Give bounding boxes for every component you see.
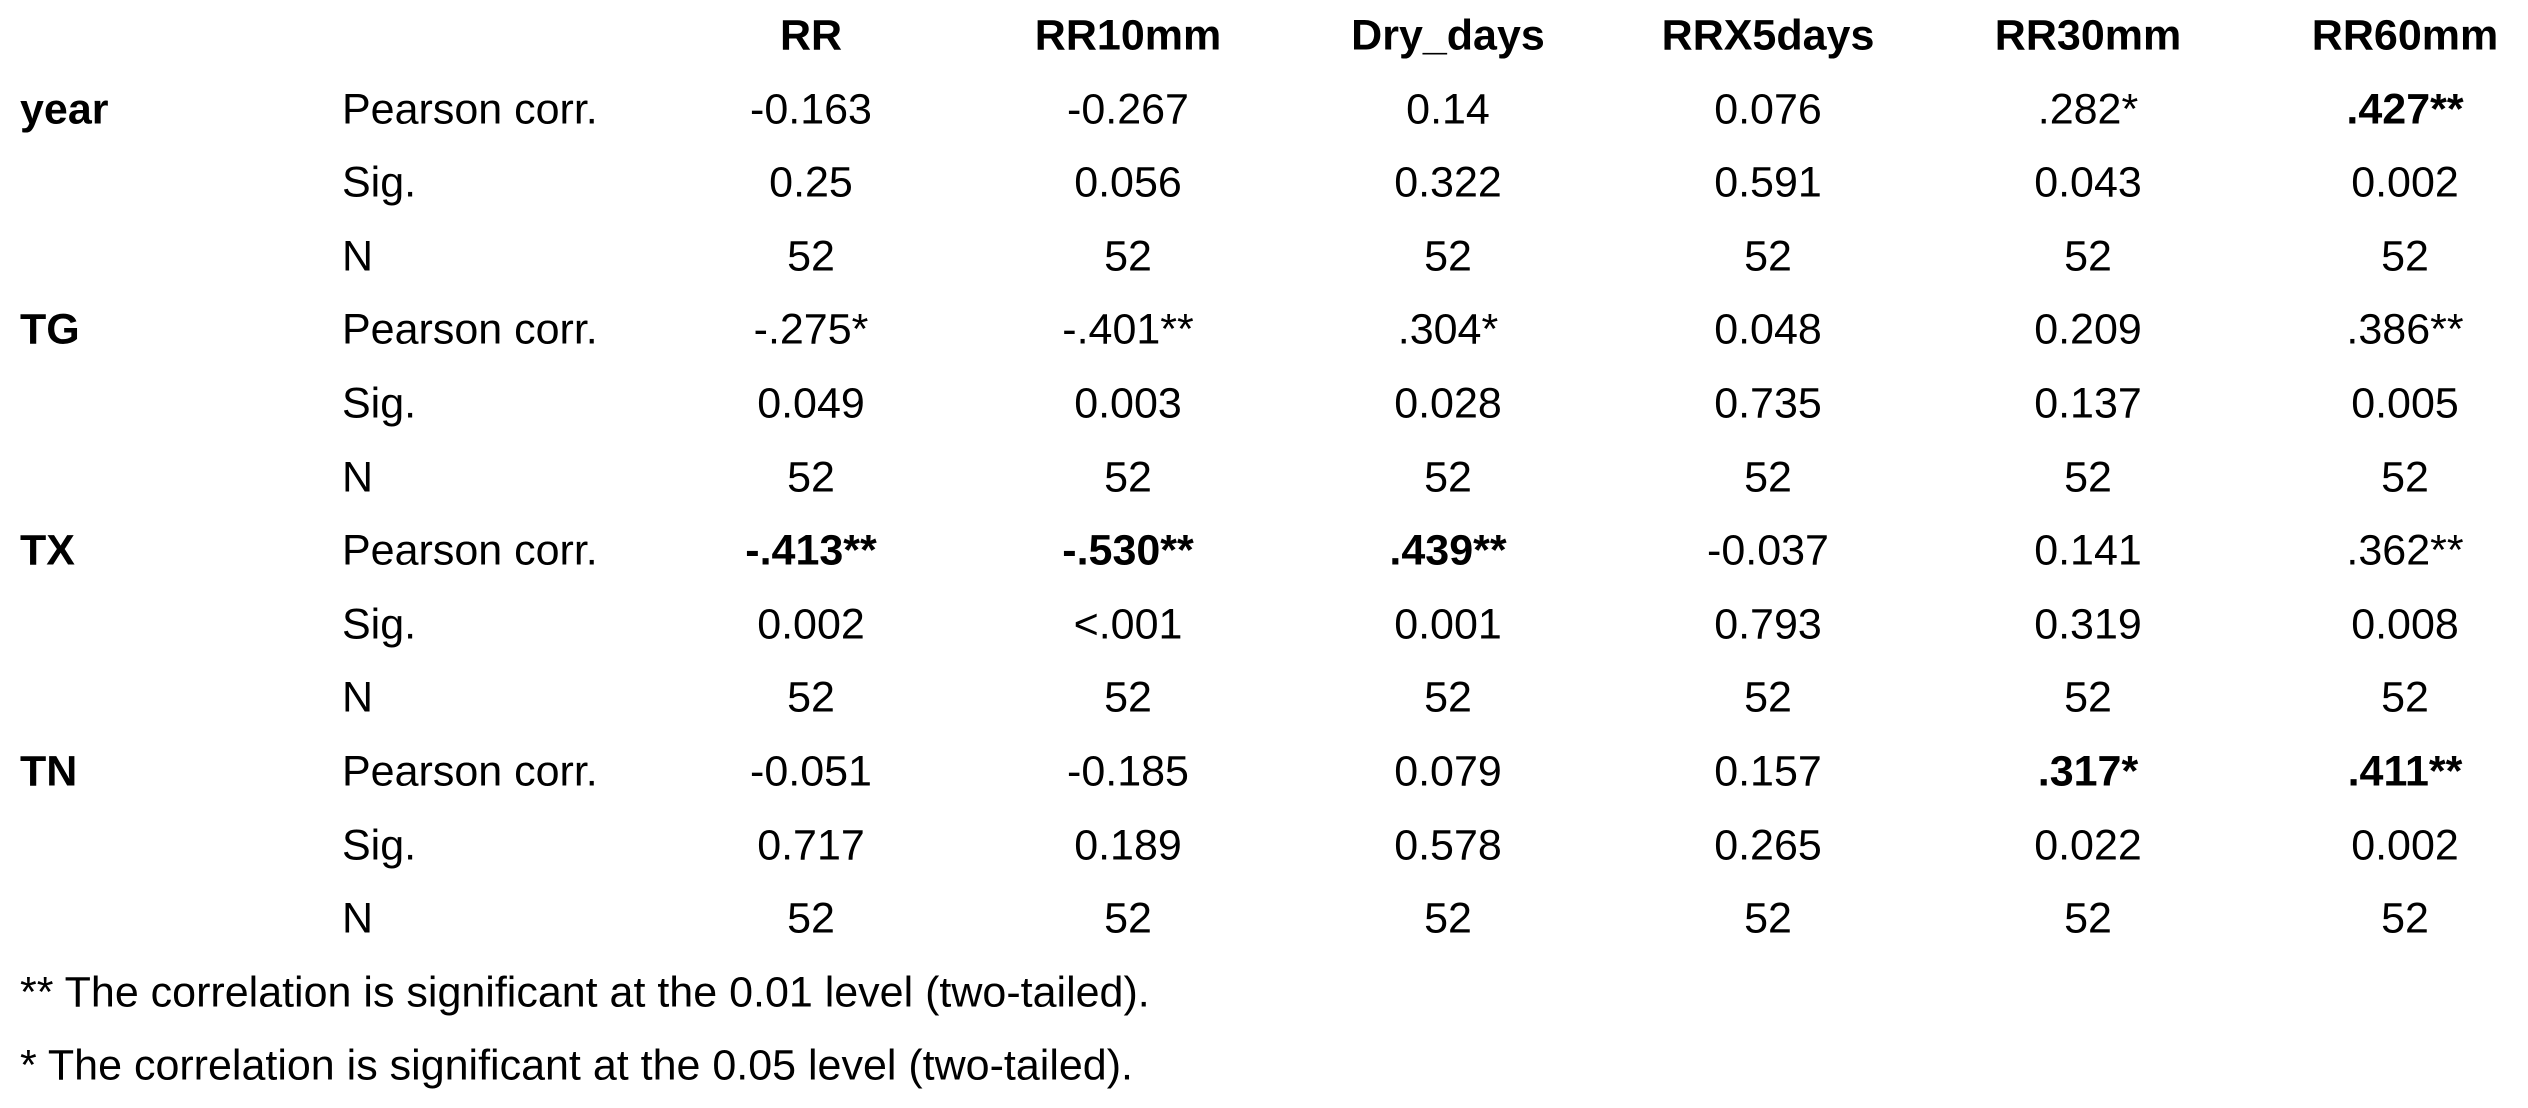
cell: 52	[2064, 453, 2112, 502]
column-header: RR60mm	[2311, 11, 2499, 60]
stat-label: N	[342, 673, 374, 722]
cell: 52	[1104, 673, 1152, 722]
cell: 0.578	[1394, 821, 1502, 870]
cell: 0.005	[2351, 379, 2459, 428]
cell: -.275*	[753, 305, 869, 354]
stat-label: Pearson corr.	[342, 85, 598, 134]
column-header: Dry_days	[1351, 11, 1545, 60]
cell: .427**	[2346, 85, 2464, 134]
cell: -0.267	[1067, 85, 1189, 134]
cell: .282*	[2037, 85, 2139, 134]
cell: 0.141	[2034, 526, 2142, 575]
cell: 52	[1424, 673, 1472, 722]
cell: 0.189	[1074, 821, 1182, 870]
cell: 0.001	[1394, 600, 1502, 649]
cell: 0.209	[2034, 305, 2142, 354]
cell: 0.735	[1714, 379, 1822, 428]
cell: 52	[787, 894, 835, 943]
cell: -0.037	[1707, 526, 1829, 575]
cell: 0.043	[2034, 158, 2142, 207]
cell: 0.265	[1714, 821, 1822, 870]
cell: 52	[2381, 894, 2429, 943]
cell: 52	[1104, 894, 1152, 943]
cell: 0.003	[1074, 379, 1182, 428]
group-label: year	[20, 85, 109, 134]
column-header: RRX5days	[1661, 11, 1875, 60]
cell: 0.322	[1394, 158, 1502, 207]
group-label: TN	[20, 747, 78, 796]
cell: .362**	[2346, 526, 2464, 575]
cell: -0.051	[750, 747, 872, 796]
stat-label: N	[342, 894, 374, 943]
cell: 0.591	[1714, 158, 1822, 207]
cell: .411**	[2347, 747, 2463, 796]
group-label: TX	[20, 526, 75, 575]
column-header: RR	[779, 11, 843, 60]
cell: 0.079	[1394, 747, 1502, 796]
column-header: RR30mm	[1994, 11, 2182, 60]
cell: 0.002	[757, 600, 865, 649]
cell: .439**	[1389, 526, 1507, 575]
cell: <.001	[1073, 600, 1183, 649]
stat-label: N	[342, 453, 374, 502]
cell: 52	[1424, 232, 1472, 281]
cell: 0.25	[769, 158, 853, 207]
stat-label: Pearson corr.	[342, 305, 598, 354]
cell: 0.008	[2351, 600, 2459, 649]
cell: -0.163	[750, 85, 872, 134]
cell: 52	[1104, 232, 1152, 281]
cell: 52	[2064, 232, 2112, 281]
cell: 52	[1744, 894, 1792, 943]
cell: 0.319	[2034, 600, 2142, 649]
group-label: TG	[20, 305, 80, 354]
cell: 52	[787, 673, 835, 722]
stat-label: Sig.	[342, 821, 417, 870]
cell: 52	[1424, 453, 1472, 502]
cell: 52	[2064, 894, 2112, 943]
cell: 0.137	[2034, 379, 2142, 428]
cell: 0.157	[1714, 747, 1822, 796]
cell: 0.049	[757, 379, 865, 428]
cell: 52	[2381, 673, 2429, 722]
footnote: * The correlation is significant at the …	[20, 1041, 1133, 1090]
cell: 0.028	[1394, 379, 1502, 428]
stat-label: Sig.	[342, 379, 417, 428]
cell: 0.14	[1406, 85, 1490, 134]
cell: 52	[1744, 232, 1792, 281]
cell: 0.056	[1074, 158, 1182, 207]
cell: 0.717	[757, 821, 865, 870]
stat-label: N	[342, 232, 374, 281]
cell: -.413**	[745, 526, 877, 575]
cell: 52	[1424, 894, 1472, 943]
cell: 52	[2064, 673, 2112, 722]
column-header: RR10mm	[1034, 11, 1222, 60]
cell: 0.048	[1714, 305, 1822, 354]
stat-label: Pearson corr.	[342, 747, 598, 796]
cell: 52	[1744, 453, 1792, 502]
stat-label: Pearson corr.	[342, 526, 598, 575]
cell: -0.185	[1067, 747, 1189, 796]
stat-label: Sig.	[342, 158, 417, 207]
stat-label: Sig.	[342, 600, 417, 649]
cell: 0.076	[1714, 85, 1822, 134]
cell: 0.793	[1714, 600, 1822, 649]
cell: 52	[787, 453, 835, 502]
cell: 0.002	[2351, 158, 2459, 207]
cell: 52	[787, 232, 835, 281]
cell: 0.002	[2351, 821, 2459, 870]
cell: -.530**	[1062, 526, 1194, 575]
cell: 0.022	[2034, 821, 2142, 870]
cell: 52	[2381, 453, 2429, 502]
cell: 52	[2381, 232, 2429, 281]
cell: 52	[1104, 453, 1152, 502]
cell: -.401**	[1062, 305, 1194, 354]
cell: .317*	[2037, 747, 2139, 796]
footnote: ** The correlation is significant at the…	[20, 968, 1150, 1017]
cell: .304*	[1397, 305, 1499, 354]
cell: .386**	[2346, 305, 2464, 354]
cell: 52	[1744, 673, 1792, 722]
